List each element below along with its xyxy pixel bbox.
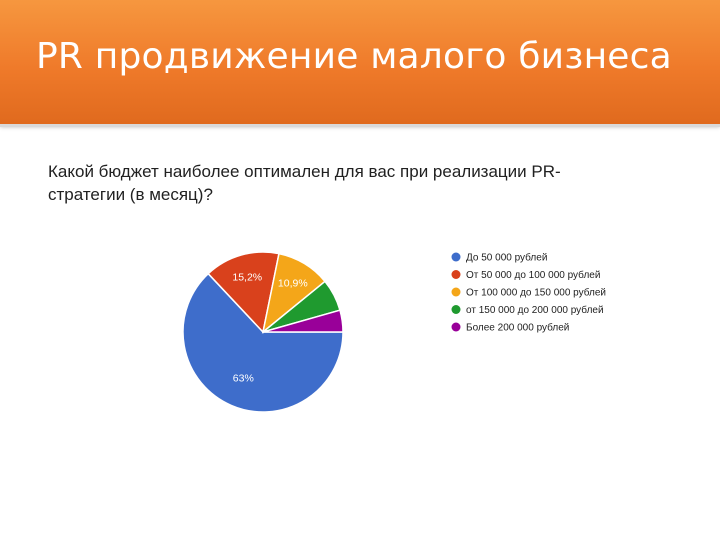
legend-label-1: До 50 000 рублей xyxy=(466,252,547,264)
legend-marker-3 xyxy=(451,287,461,297)
legend-marker-2 xyxy=(451,270,461,279)
slide-title: PR продвижение малого бизнеса xyxy=(36,36,672,77)
slide-header xyxy=(0,0,720,124)
chart-title: Какой бюджет наиболее оптимален для вас … xyxy=(48,160,628,206)
pie-slice-5 xyxy=(262,309,344,333)
legend-label-4: от 150 000 до 200 000 рублей xyxy=(466,304,604,316)
header-divider xyxy=(0,124,720,127)
legend-label-2: От 50 000 до 100 000 рублей xyxy=(466,269,600,281)
legend-marker-1 xyxy=(451,252,461,262)
slice-value-label-1: 63% xyxy=(233,373,254,385)
pie-slice-2 xyxy=(207,251,280,334)
chart-title-line-2: стратегии (в месяц)? xyxy=(48,185,213,204)
pie-slice-1 xyxy=(182,272,344,413)
slice-value-label-2: 15,2% xyxy=(232,272,262,284)
legend-marker-4 xyxy=(451,305,461,314)
legend-marker-5 xyxy=(451,322,461,332)
legend-label-5: Более 200 000 рублей xyxy=(466,322,569,334)
legend-label-3: От 100 000 до 150 000 рублей xyxy=(466,287,606,299)
chart-title-line-1: Какой бюджет наиболее оптимален для вас … xyxy=(48,162,561,181)
slice-value-label-3: 10,9% xyxy=(278,278,308,290)
